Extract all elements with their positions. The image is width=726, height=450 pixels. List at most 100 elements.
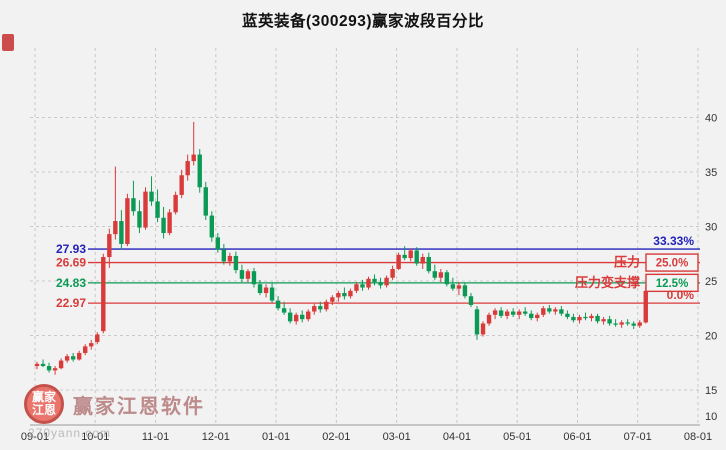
candle-body [257, 284, 263, 293]
watermark: 赢家江恩 赢家江恩软件 [24, 384, 205, 424]
x-axis-label: 09-01 [21, 431, 49, 443]
x-axis-label: 05-01 [503, 431, 531, 443]
y-axis-label: 35 [705, 167, 717, 179]
candle-body [76, 352, 82, 360]
watermark-url: 270yann.com [28, 426, 112, 440]
candle-body [420, 257, 425, 264]
chart-title: 蓝英装备(300293)赢家波段百分比 [241, 13, 485, 30]
x-axis-label: 04-01 [443, 431, 471, 443]
candle-body [601, 319, 606, 322]
candle-body [101, 257, 106, 332]
candle-body [269, 287, 275, 301]
candle-body [613, 323, 618, 325]
candle-body [34, 363, 40, 367]
candle-body [589, 315, 594, 319]
candle-body [444, 272, 450, 285]
candle-body [300, 314, 305, 320]
level-pct-label: 25.0% [656, 258, 689, 270]
candle-body [83, 346, 88, 353]
candle-body [498, 310, 504, 316]
candle-body [306, 311, 311, 320]
candle-body [330, 297, 335, 302]
candle-body [456, 285, 462, 289]
candle-body [348, 290, 353, 297]
candle-body [486, 314, 492, 324]
y-axis-label: 15 [705, 385, 717, 397]
y-axis-label: 10 [705, 411, 717, 423]
candle-body [40, 363, 46, 367]
candle-body [559, 309, 564, 314]
candle-body [523, 311, 528, 314]
candle-body [595, 315, 600, 322]
candle-body [637, 322, 642, 326]
candle-body [221, 249, 227, 262]
candle-body [113, 221, 118, 235]
candle-body [565, 313, 570, 317]
level-pct-label: 0.0% [667, 288, 695, 302]
candle-body [233, 255, 239, 271]
x-axis-label: 07-01 [624, 431, 652, 443]
candle-body [167, 212, 172, 234]
candle-body [46, 366, 52, 371]
level-pct-label: 12.5% [656, 278, 689, 290]
corner-logo-fragment [2, 34, 14, 51]
candle-body [354, 284, 359, 291]
candle-body [89, 343, 94, 347]
y-axis-label: 40 [705, 113, 717, 125]
candle-body [402, 254, 407, 259]
candle-body [426, 257, 431, 272]
x-axis-label: 01-01 [262, 431, 290, 443]
candle-body [293, 314, 299, 322]
watermark-logo: 赢家江恩 [24, 384, 64, 424]
candle-body [535, 314, 540, 319]
candle-body [239, 270, 245, 279]
y-axis-label: 20 [705, 331, 717, 343]
candle-body [607, 319, 612, 324]
candle-body [281, 308, 287, 313]
candle-body [390, 269, 395, 278]
candle-body [227, 255, 233, 262]
candle-body [432, 271, 437, 278]
x-axis-label: 08-01 [684, 431, 712, 443]
candle-body [480, 323, 486, 335]
candle-body [64, 356, 70, 361]
x-axis-label: 10-01 [81, 431, 109, 443]
candle-body [125, 198, 130, 244]
x-axis-label: 03-01 [383, 431, 411, 443]
candle-body [324, 301, 329, 310]
pct-box [645, 253, 699, 272]
candle-body [408, 250, 413, 259]
candle-body [197, 154, 202, 188]
candle-body [215, 237, 221, 250]
candle-body [137, 211, 142, 228]
level-pct-label: 33.33% [653, 234, 694, 248]
candle-body [631, 323, 636, 326]
candle-body [414, 250, 419, 264]
candle-body [275, 300, 281, 309]
candle-body [203, 187, 208, 216]
watermark-text: 赢家江恩软件 [73, 395, 205, 418]
candle-body [378, 282, 383, 286]
level-price-label: 27.93 [56, 242, 86, 256]
candle-body [119, 221, 124, 244]
y-axis-label: 30 [705, 222, 717, 234]
candle-body [245, 271, 251, 279]
pct-box [645, 273, 699, 293]
candle-body [516, 311, 522, 315]
candle-body [342, 292, 347, 297]
candle-body [547, 308, 552, 312]
candle-body [372, 278, 377, 283]
candle-body [143, 191, 148, 228]
candle-body [571, 316, 576, 321]
candle-body [312, 306, 317, 312]
candle-body [396, 254, 401, 270]
candle-body [474, 309, 480, 335]
y-axis-label: 25 [705, 276, 717, 288]
candle-body [185, 161, 190, 176]
level-price-label: 22.97 [56, 296, 86, 310]
candle-body [95, 334, 100, 343]
candle-body [366, 278, 371, 288]
candle-body [263, 287, 269, 293]
candle-body [438, 272, 444, 278]
